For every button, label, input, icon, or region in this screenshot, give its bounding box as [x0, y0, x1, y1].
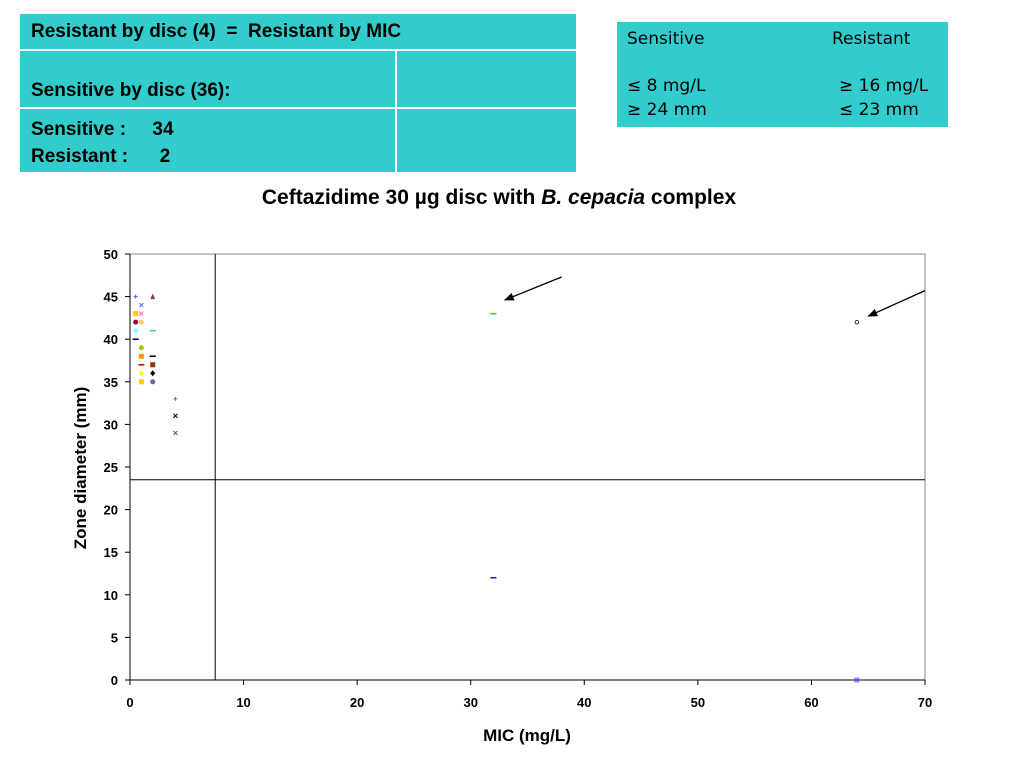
data-point-mark: [133, 319, 139, 325]
y-tick-label: 30: [104, 417, 118, 432]
y-tick-label: 35: [104, 375, 118, 390]
sensitive-mic-breakpoint: ≤ 8 mg/L: [627, 76, 706, 96]
breakpoints-box: Sensitive Resistant ≤ 8 mg/L ≥ 16 mg/L ≥…: [617, 22, 948, 127]
y-tick-label: 50: [104, 247, 118, 262]
x-tick-label: 0: [126, 695, 133, 710]
y-tick-label: 25: [104, 460, 118, 475]
data-point-mark: [173, 413, 178, 419]
resistant-mic-breakpoint: ≥ 16 mg/L: [839, 76, 929, 96]
y-tick-label: 40: [104, 332, 118, 347]
data-point: [138, 319, 144, 325]
data-point-mark: [173, 430, 178, 436]
data-point-mark: [138, 319, 144, 325]
resistant-header: Resistant: [832, 29, 911, 49]
summary-row-3-left: Sensitive : 34 Resistant : 2: [20, 109, 395, 172]
x-tick-label: 50: [691, 695, 705, 710]
data-point-mark: [150, 293, 156, 300]
data-point: [854, 319, 860, 325]
data-point: [150, 379, 156, 385]
data-point-mark: [133, 311, 139, 317]
data-point: [150, 370, 156, 377]
data-point: [133, 319, 139, 325]
y-tick-label: 15: [104, 545, 118, 560]
y-tick-label: 20: [104, 503, 118, 518]
x-tick-label: 10: [236, 695, 250, 710]
data-point: [133, 328, 139, 334]
y-tick-label: 0: [111, 673, 118, 688]
data-point-mark: [138, 370, 144, 377]
summary-table: Resistant by disc (4) = Resistant by MIC…: [20, 14, 576, 172]
resistant-agreement-text: Resistant by disc (4) = Resistant by MIC: [31, 21, 402, 42]
resistant-zone-breakpoint: ≤ 23 mm: [839, 100, 919, 120]
y-tick-label: 5: [111, 630, 118, 645]
data-point-mark: [133, 328, 139, 334]
data-point-mark: [139, 311, 144, 316]
breakpoint-lines: [130, 254, 925, 680]
annotation-arrow: [867, 290, 926, 317]
annotation-arrow: [503, 276, 562, 301]
chart-title-suffix: complex: [645, 186, 737, 209]
data-point-mark: [150, 362, 156, 368]
data-point: [138, 345, 144, 351]
data-point-mark: [138, 353, 144, 359]
plot-border: [129, 253, 926, 681]
summary-row-3-right: [397, 109, 576, 172]
y-tick-label: 45: [104, 290, 118, 305]
summary-row-2-left: Sensitive by disc (36):: [20, 51, 395, 107]
plot-area: [129, 253, 926, 681]
summary-row-2-right: [397, 51, 576, 107]
data-point-mark: [150, 370, 156, 377]
resistant-count-text: Resistant : 2: [31, 146, 171, 167]
axis-ticks: 0 10 20 30 40 50 60 70 0 5 10 15 20 25 30 35 40 45 50: [104, 247, 933, 710]
summary-row-1: Resistant by disc (4) = Resistant by MIC: [20, 14, 576, 49]
x-tick-label: 70: [918, 695, 932, 710]
data-point: [150, 293, 156, 300]
x-tick-label: 60: [804, 695, 818, 710]
chart-title-prefix: Ceftazidime 30 µg disc with: [261, 186, 542, 209]
data-point-mark: [854, 319, 860, 325]
data-point: [133, 311, 139, 317]
data-point: [173, 413, 178, 419]
data-point-mark: [138, 379, 144, 385]
chart-title-organism: B. cepacia: [541, 186, 646, 209]
sensitive-by-disc-text: Sensitive by disc (36):: [31, 80, 231, 101]
data-point: [133, 294, 138, 299]
data-point: [139, 311, 144, 316]
data-points: [132, 293, 860, 683]
sensitive-count-text: Sensitive : 34: [31, 119, 174, 140]
data-point: [138, 379, 144, 385]
chart-title: Ceftazidime 30 µg disc with B. cepacia c…: [0, 186, 998, 210]
y-axis-label: Zone diameter (mm): [71, 387, 90, 549]
data-point-mark: [138, 345, 144, 351]
data-point: [173, 430, 178, 436]
data-point: [173, 396, 178, 401]
data-point: [138, 370, 144, 377]
y-tick-label: 10: [104, 588, 118, 603]
sensitive-header: Sensitive: [627, 29, 705, 49]
annotation-arrows: [503, 276, 926, 317]
data-point-mark: [150, 379, 156, 385]
data-point: [138, 353, 144, 359]
x-tick-label: 30: [463, 695, 477, 710]
x-tick-label: 40: [577, 695, 591, 710]
data-point: [150, 362, 156, 368]
sensitive-zone-breakpoint: ≥ 24 mm: [627, 100, 707, 120]
data-point-mark: [139, 302, 144, 308]
data-point: [139, 302, 144, 308]
x-tick-label: 20: [350, 695, 364, 710]
x-axis-label: MIC (mg/L): [483, 726, 571, 745]
